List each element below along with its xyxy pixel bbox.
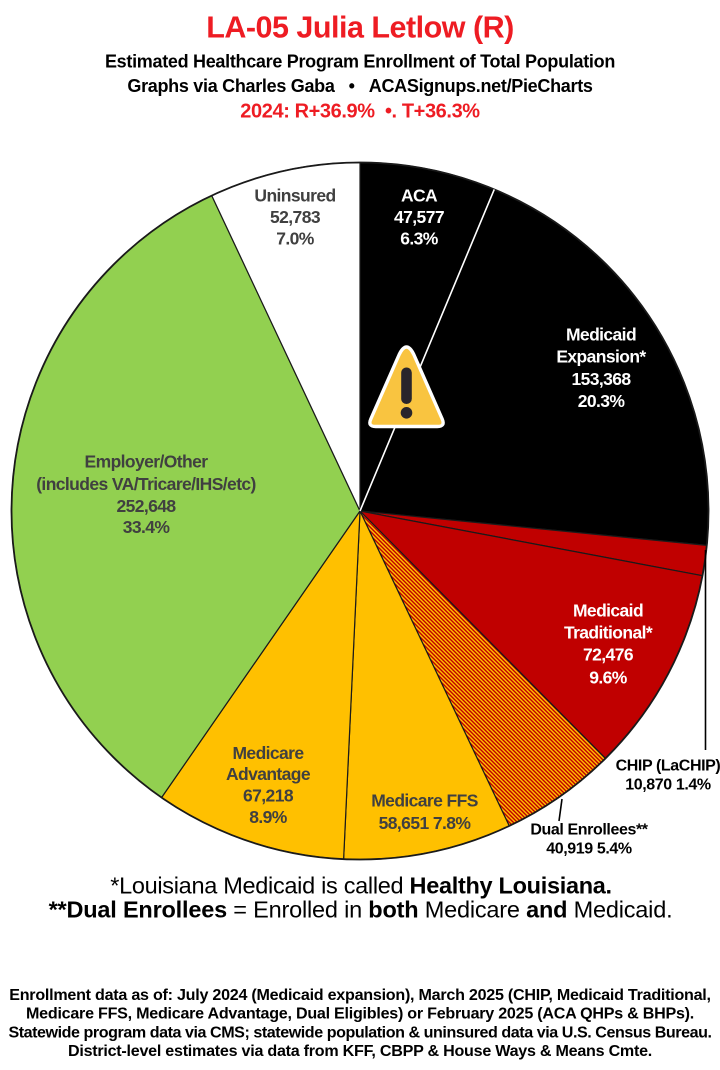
svg-text:9.6%: 9.6%	[589, 668, 628, 688]
svg-text:Employer/Other: Employer/Other	[85, 452, 209, 472]
svg-text:67,218: 67,218	[243, 786, 294, 806]
svg-text:2024: R+36.9% •. T+36.3%: 2024: R+36.9% •. T+36.3%	[240, 101, 480, 123]
svg-text:40,919 5.4%: 40,919 5.4%	[546, 841, 632, 858]
svg-text:CHIP (LaCHIP): CHIP (LaCHIP)	[616, 758, 720, 775]
svg-text:Graphs via Charles Gaba •: Graphs via Charles Gaba • ACASignups.net…	[127, 76, 593, 96]
svg-text:Medicare: Medicare	[232, 743, 304, 763]
svg-text:Medicare FFS: Medicare FFS	[371, 791, 478, 811]
svg-text:Enrollment data as of: July 20: Enrollment data as of: July 2024 (Medica…	[9, 986, 711, 1004]
svg-text:6.3%: 6.3%	[400, 229, 439, 249]
svg-text:**Dual Enrollees = Enrolled in: **Dual Enrollees = Enrolled in both Medi…	[49, 897, 673, 923]
svg-text:*Louisiana Medicaid is called: *Louisiana Medicaid is called Healthy Lo…	[110, 873, 612, 899]
svg-text:Statewide program data via CMS: Statewide program data via CMS; statewid…	[8, 1023, 711, 1041]
svg-text:Uninsured: Uninsured	[254, 186, 335, 206]
svg-text:10,870 1.4%: 10,870 1.4%	[625, 777, 711, 794]
svg-text:52,783: 52,783	[270, 207, 321, 227]
svg-text:Medicare FFS, Medicare Advanta: Medicare FFS, Medicare Advantage, Dual E…	[26, 1005, 694, 1023]
svg-text:LA-05 Julia Letlow (R): LA-05 Julia Letlow (R)	[206, 11, 514, 45]
svg-text:Dual Enrollees**: Dual Enrollees**	[530, 822, 648, 839]
svg-text:District-level estimates via d: District-level estimates via data from K…	[68, 1042, 652, 1060]
svg-text:20.3%: 20.3%	[578, 391, 626, 411]
svg-text:Medicaid: Medicaid	[566, 325, 636, 345]
svg-text:58,651 7.8%: 58,651 7.8%	[379, 813, 472, 833]
svg-text:72,476: 72,476	[583, 645, 634, 665]
svg-text:252,648: 252,648	[116, 496, 176, 516]
svg-text:Traditional*: Traditional*	[564, 623, 653, 643]
svg-text:8.9%: 8.9%	[249, 807, 288, 827]
svg-text:Medicaid: Medicaid	[573, 601, 643, 621]
svg-text:Expansion*: Expansion*	[556, 347, 646, 367]
svg-text:47,577: 47,577	[394, 207, 444, 227]
svg-text:(includes VA/Tricare/IHS/etc): (includes VA/Tricare/IHS/etc)	[36, 474, 256, 494]
svg-text:33.4%: 33.4%	[123, 517, 171, 537]
svg-text:ACA: ACA	[401, 186, 438, 206]
svg-text:153,368: 153,368	[571, 369, 631, 389]
svg-text:Estimated Healthcare Program E: Estimated Healthcare Program Enrollment …	[105, 52, 615, 72]
svg-text:Advantage: Advantage	[226, 764, 311, 784]
svg-text:7.0%: 7.0%	[276, 229, 315, 249]
